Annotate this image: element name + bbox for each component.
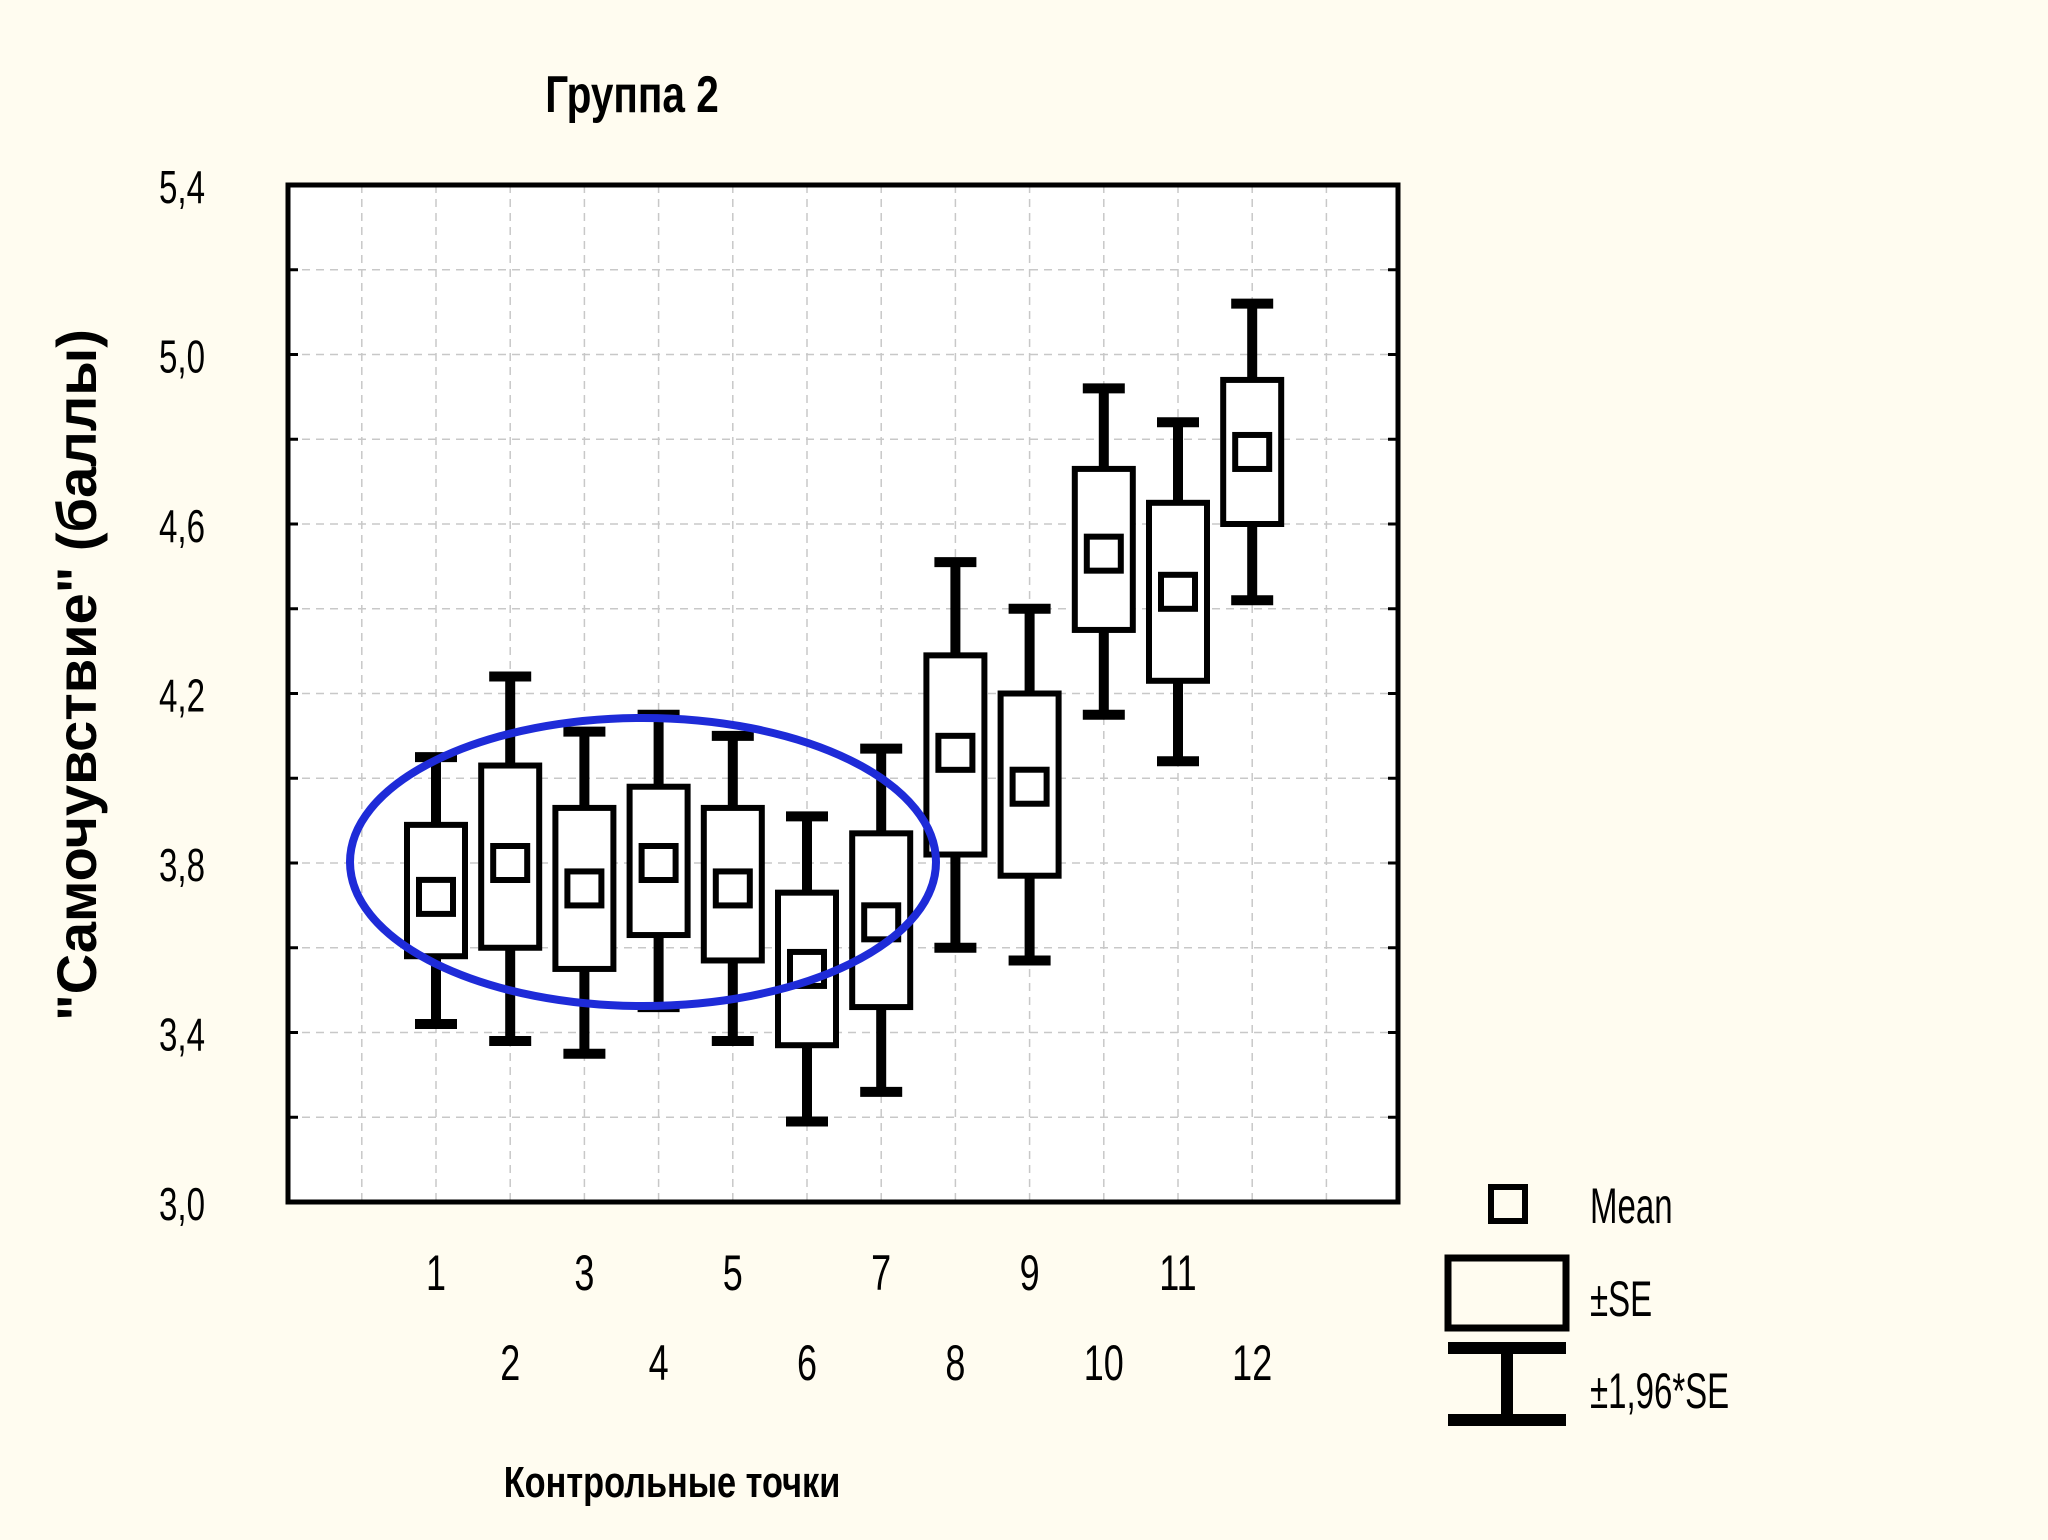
x-tick-label: 6 bbox=[797, 1336, 817, 1391]
box-whisker-5 bbox=[700, 730, 765, 1046]
x-tick-label: 8 bbox=[945, 1336, 965, 1391]
x-tick-label: 4 bbox=[649, 1336, 669, 1391]
box-whisker-8 bbox=[923, 557, 988, 953]
mean-marker bbox=[1232, 431, 1273, 472]
x-tick-label: 1 bbox=[426, 1246, 446, 1301]
mean-marker bbox=[490, 843, 531, 883]
box-whisker-11 bbox=[1146, 417, 1210, 767]
y-tick-label: 5,4 bbox=[159, 163, 205, 213]
highlight-ellipse bbox=[346, 714, 940, 1010]
legend-label: ±1,96*SE bbox=[1590, 1363, 1729, 1418]
y-tick-label: 4,6 bbox=[159, 502, 205, 552]
x-tick-label: 7 bbox=[871, 1246, 891, 1301]
mean-marker bbox=[1009, 766, 1050, 807]
x-tick-label: 5 bbox=[723, 1246, 743, 1301]
y-axis-label: "Самочувствие" (баллы) bbox=[45, 329, 108, 1021]
legend-label: Mean bbox=[1590, 1178, 1673, 1233]
box-whisker-3 bbox=[552, 726, 617, 1059]
y-tick-label: 3,0 bbox=[159, 1180, 205, 1230]
y-tick-label: 4,2 bbox=[159, 671, 205, 721]
x-axis-label: Контрольные точки bbox=[504, 1458, 841, 1507]
mean-marker bbox=[712, 868, 753, 909]
legend-label: ±SE bbox=[1590, 1271, 1652, 1326]
x-tick-label: 2 bbox=[500, 1336, 520, 1391]
y-tick-label: 3,4 bbox=[159, 1010, 205, 1060]
chart-title: Группа 2 bbox=[545, 65, 719, 123]
box-whisker-12 bbox=[1220, 298, 1285, 606]
mean-marker bbox=[1083, 533, 1124, 574]
x-tick-label: 11 bbox=[1159, 1246, 1196, 1301]
mean-marker bbox=[416, 876, 456, 917]
mean-marker bbox=[935, 732, 976, 773]
x-tick-label: 9 bbox=[1020, 1246, 1040, 1301]
box-whisker-9 bbox=[997, 603, 1062, 966]
box-whisker-2 bbox=[478, 671, 543, 1046]
mean-marker bbox=[1158, 571, 1198, 612]
box-whisker-10 bbox=[1071, 383, 1136, 720]
legend: Mean ±SE ±1,96*SE bbox=[1444, 1178, 1729, 1426]
mean-marker bbox=[638, 843, 679, 883]
box-whisker-6 bbox=[775, 811, 839, 1127]
x-tick-label: 3 bbox=[574, 1246, 594, 1301]
legend-mean-marker bbox=[1488, 1184, 1528, 1224]
x-tick-label: 12 bbox=[1232, 1336, 1272, 1391]
y-tick-label: 3,8 bbox=[159, 841, 205, 891]
y-tick-label: 5,0 bbox=[159, 332, 205, 382]
box-whisker-7 bbox=[849, 743, 914, 1097]
legend-se-box bbox=[1444, 1254, 1570, 1332]
mean-marker bbox=[564, 868, 605, 909]
x-tick-label: 10 bbox=[1084, 1336, 1124, 1391]
